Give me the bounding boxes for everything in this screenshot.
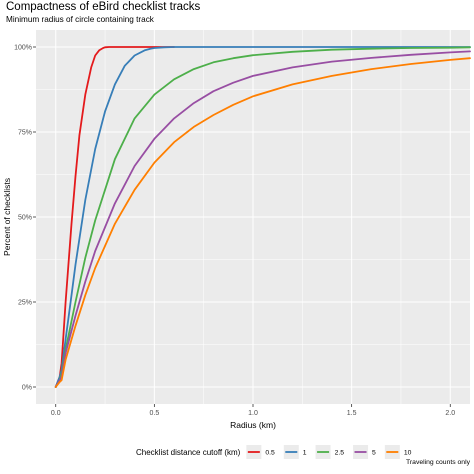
y-tick-label: 75% (18, 129, 32, 136)
legend-label: 2.5 (335, 450, 345, 457)
chart-caption: Traveling counts only (406, 459, 470, 466)
y-axis-title: Percent of checklists (2, 178, 12, 256)
series-line-5 (54, 50, 471, 388)
series-line-10 (54, 57, 471, 388)
legend-label: 5 (372, 450, 376, 457)
x-tick-label: 0.5 (149, 410, 159, 417)
series-line-1 (54, 46, 471, 388)
x-tick-label: 1.5 (347, 410, 357, 417)
legend-label: 10 (404, 450, 412, 457)
y-tick-label: 50% (18, 214, 32, 221)
y-tick-label: 100% (14, 44, 32, 51)
series-line-0-5 (54, 46, 176, 388)
x-axis-title: Radius (km) (230, 420, 276, 430)
legend-label: 1 (303, 450, 307, 457)
legend-label: 0.5 (265, 450, 275, 457)
x-tick-label: 0.0 (51, 410, 61, 417)
y-tick-label: 25% (18, 299, 32, 306)
legend-title: Checklist distance cutoff (km) (136, 448, 241, 457)
x-tick-label: 2.0 (445, 410, 455, 417)
chart-subtitle: Minimum radius of circle containing trac… (6, 15, 154, 24)
series-line-2-5 (54, 46, 471, 388)
chart-title: Compactness of eBird checklist tracks (6, 1, 201, 13)
y-tick-label: 0% (22, 384, 32, 391)
x-tick-label: 1.0 (248, 410, 258, 417)
